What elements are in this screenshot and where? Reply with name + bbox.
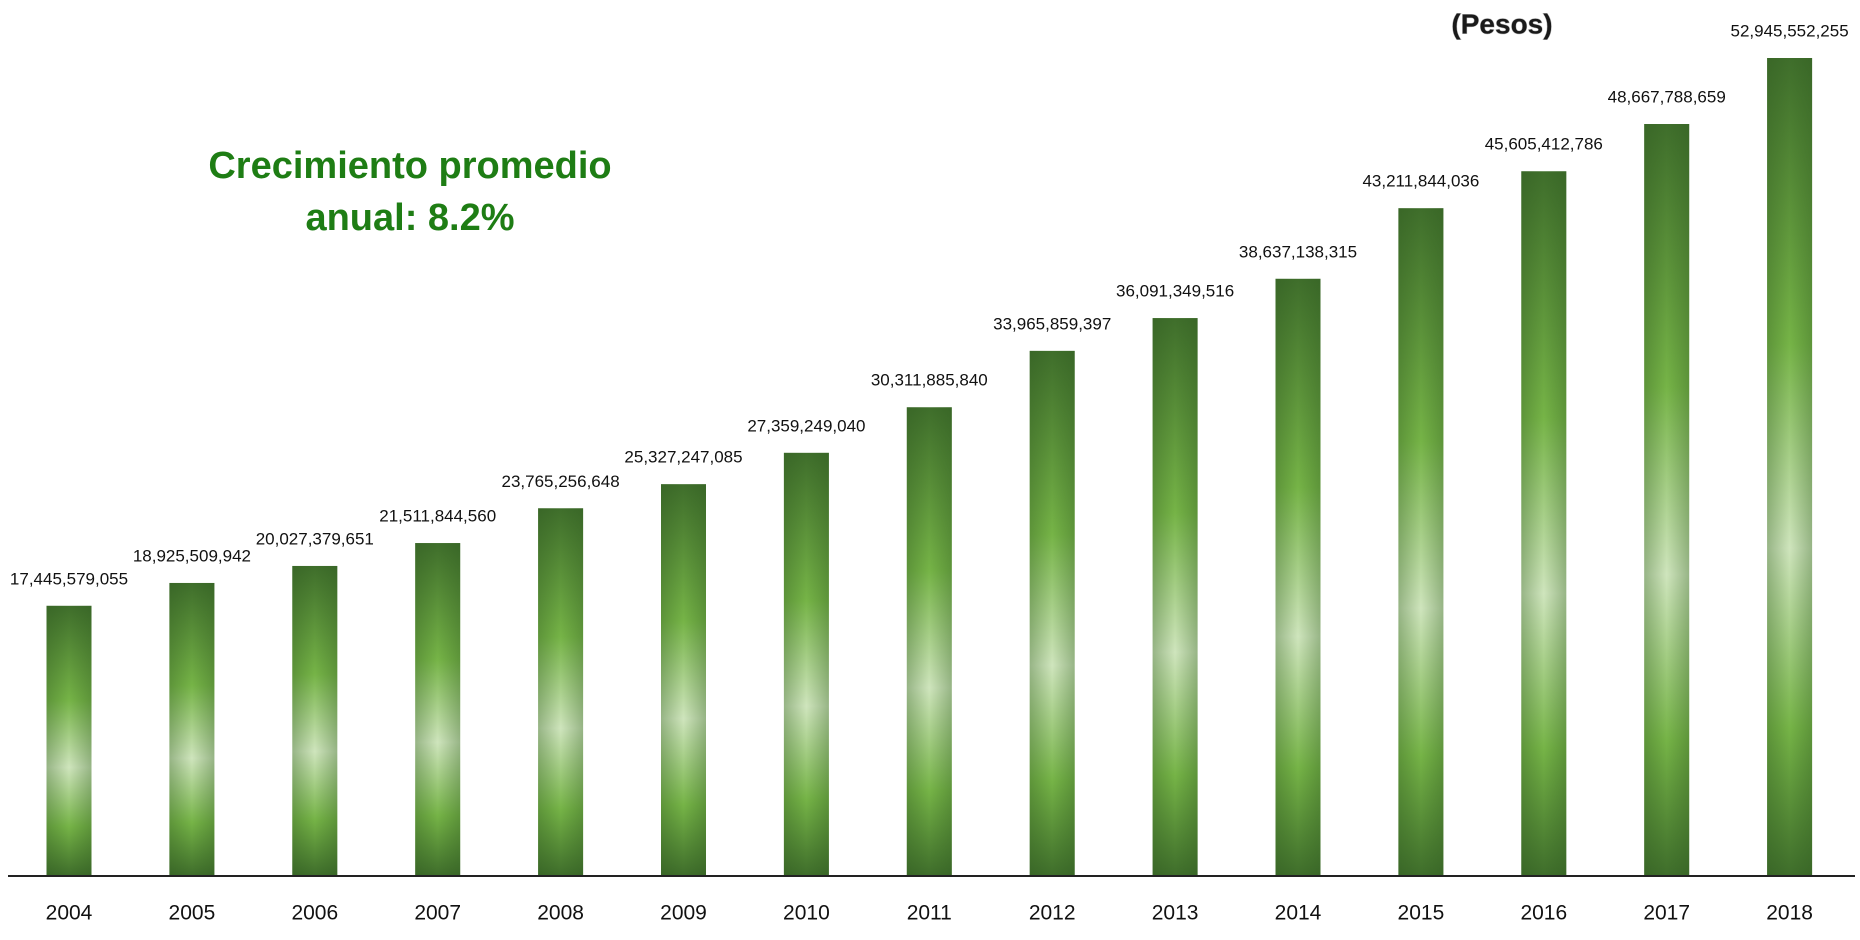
x-tick-label: 2006	[291, 902, 338, 925]
x-tick-label: 2012	[1029, 902, 1076, 925]
value-label: 33,965,859,397	[993, 314, 1111, 333]
chart-subtitle: (Pesos)	[1451, 8, 1552, 39]
bar	[169, 582, 215, 875]
value-label: 27,359,249,040	[747, 416, 865, 435]
x-tick-label: 2016	[1520, 902, 1567, 925]
bar	[1029, 350, 1075, 875]
x-tick-label: 2013	[1152, 902, 1199, 925]
bar	[1767, 58, 1813, 875]
bar	[1275, 278, 1321, 876]
value-label: 48,667,788,659	[1608, 87, 1726, 106]
value-label: 30,311,885,840	[871, 371, 988, 390]
value-label: 18,925,509,942	[133, 546, 251, 565]
x-tick-label: 2009	[660, 902, 707, 925]
value-label: 25,327,247,085	[624, 448, 742, 467]
value-label: 52,945,552,255	[1731, 21, 1849, 40]
bar	[1521, 171, 1567, 875]
bar	[1398, 208, 1444, 876]
x-tick-label: 2008	[537, 902, 584, 925]
value-label: 45,605,412,786	[1485, 135, 1603, 154]
bar	[46, 605, 92, 875]
x-tick-label: 2018	[1766, 902, 1813, 925]
bar	[783, 452, 829, 875]
x-tick-label: 2005	[169, 902, 216, 925]
bar	[1152, 318, 1198, 875]
value-label: 21,511,844,560	[379, 507, 496, 526]
x-tick-label: 2015	[1398, 902, 1445, 925]
bar	[1644, 124, 1690, 875]
value-label: 20,027,379,651	[256, 529, 374, 548]
x-tick-label: 2011	[907, 902, 952, 925]
value-label: 17,445,579,055	[10, 569, 128, 588]
value-label: 43,211,844,036	[1362, 172, 1479, 191]
bar	[415, 543, 461, 875]
value-label: 38,637,138,315	[1239, 242, 1357, 261]
annotation: Crecimiento promedio anual: 8.2%	[208, 145, 612, 239]
bar	[292, 565, 338, 875]
x-tick-label: 2004	[46, 902, 93, 925]
value-label: 36,091,349,516	[1116, 282, 1234, 301]
x-tick-label: 2017	[1643, 902, 1690, 925]
bar	[906, 407, 952, 875]
value-label: 23,765,256,648	[502, 472, 620, 491]
x-tick-label: 2014	[1275, 902, 1322, 925]
x-tick-label: 2007	[414, 902, 461, 925]
x-tick-label: 2010	[783, 902, 830, 925]
bar	[538, 508, 584, 875]
bar	[661, 484, 706, 875]
